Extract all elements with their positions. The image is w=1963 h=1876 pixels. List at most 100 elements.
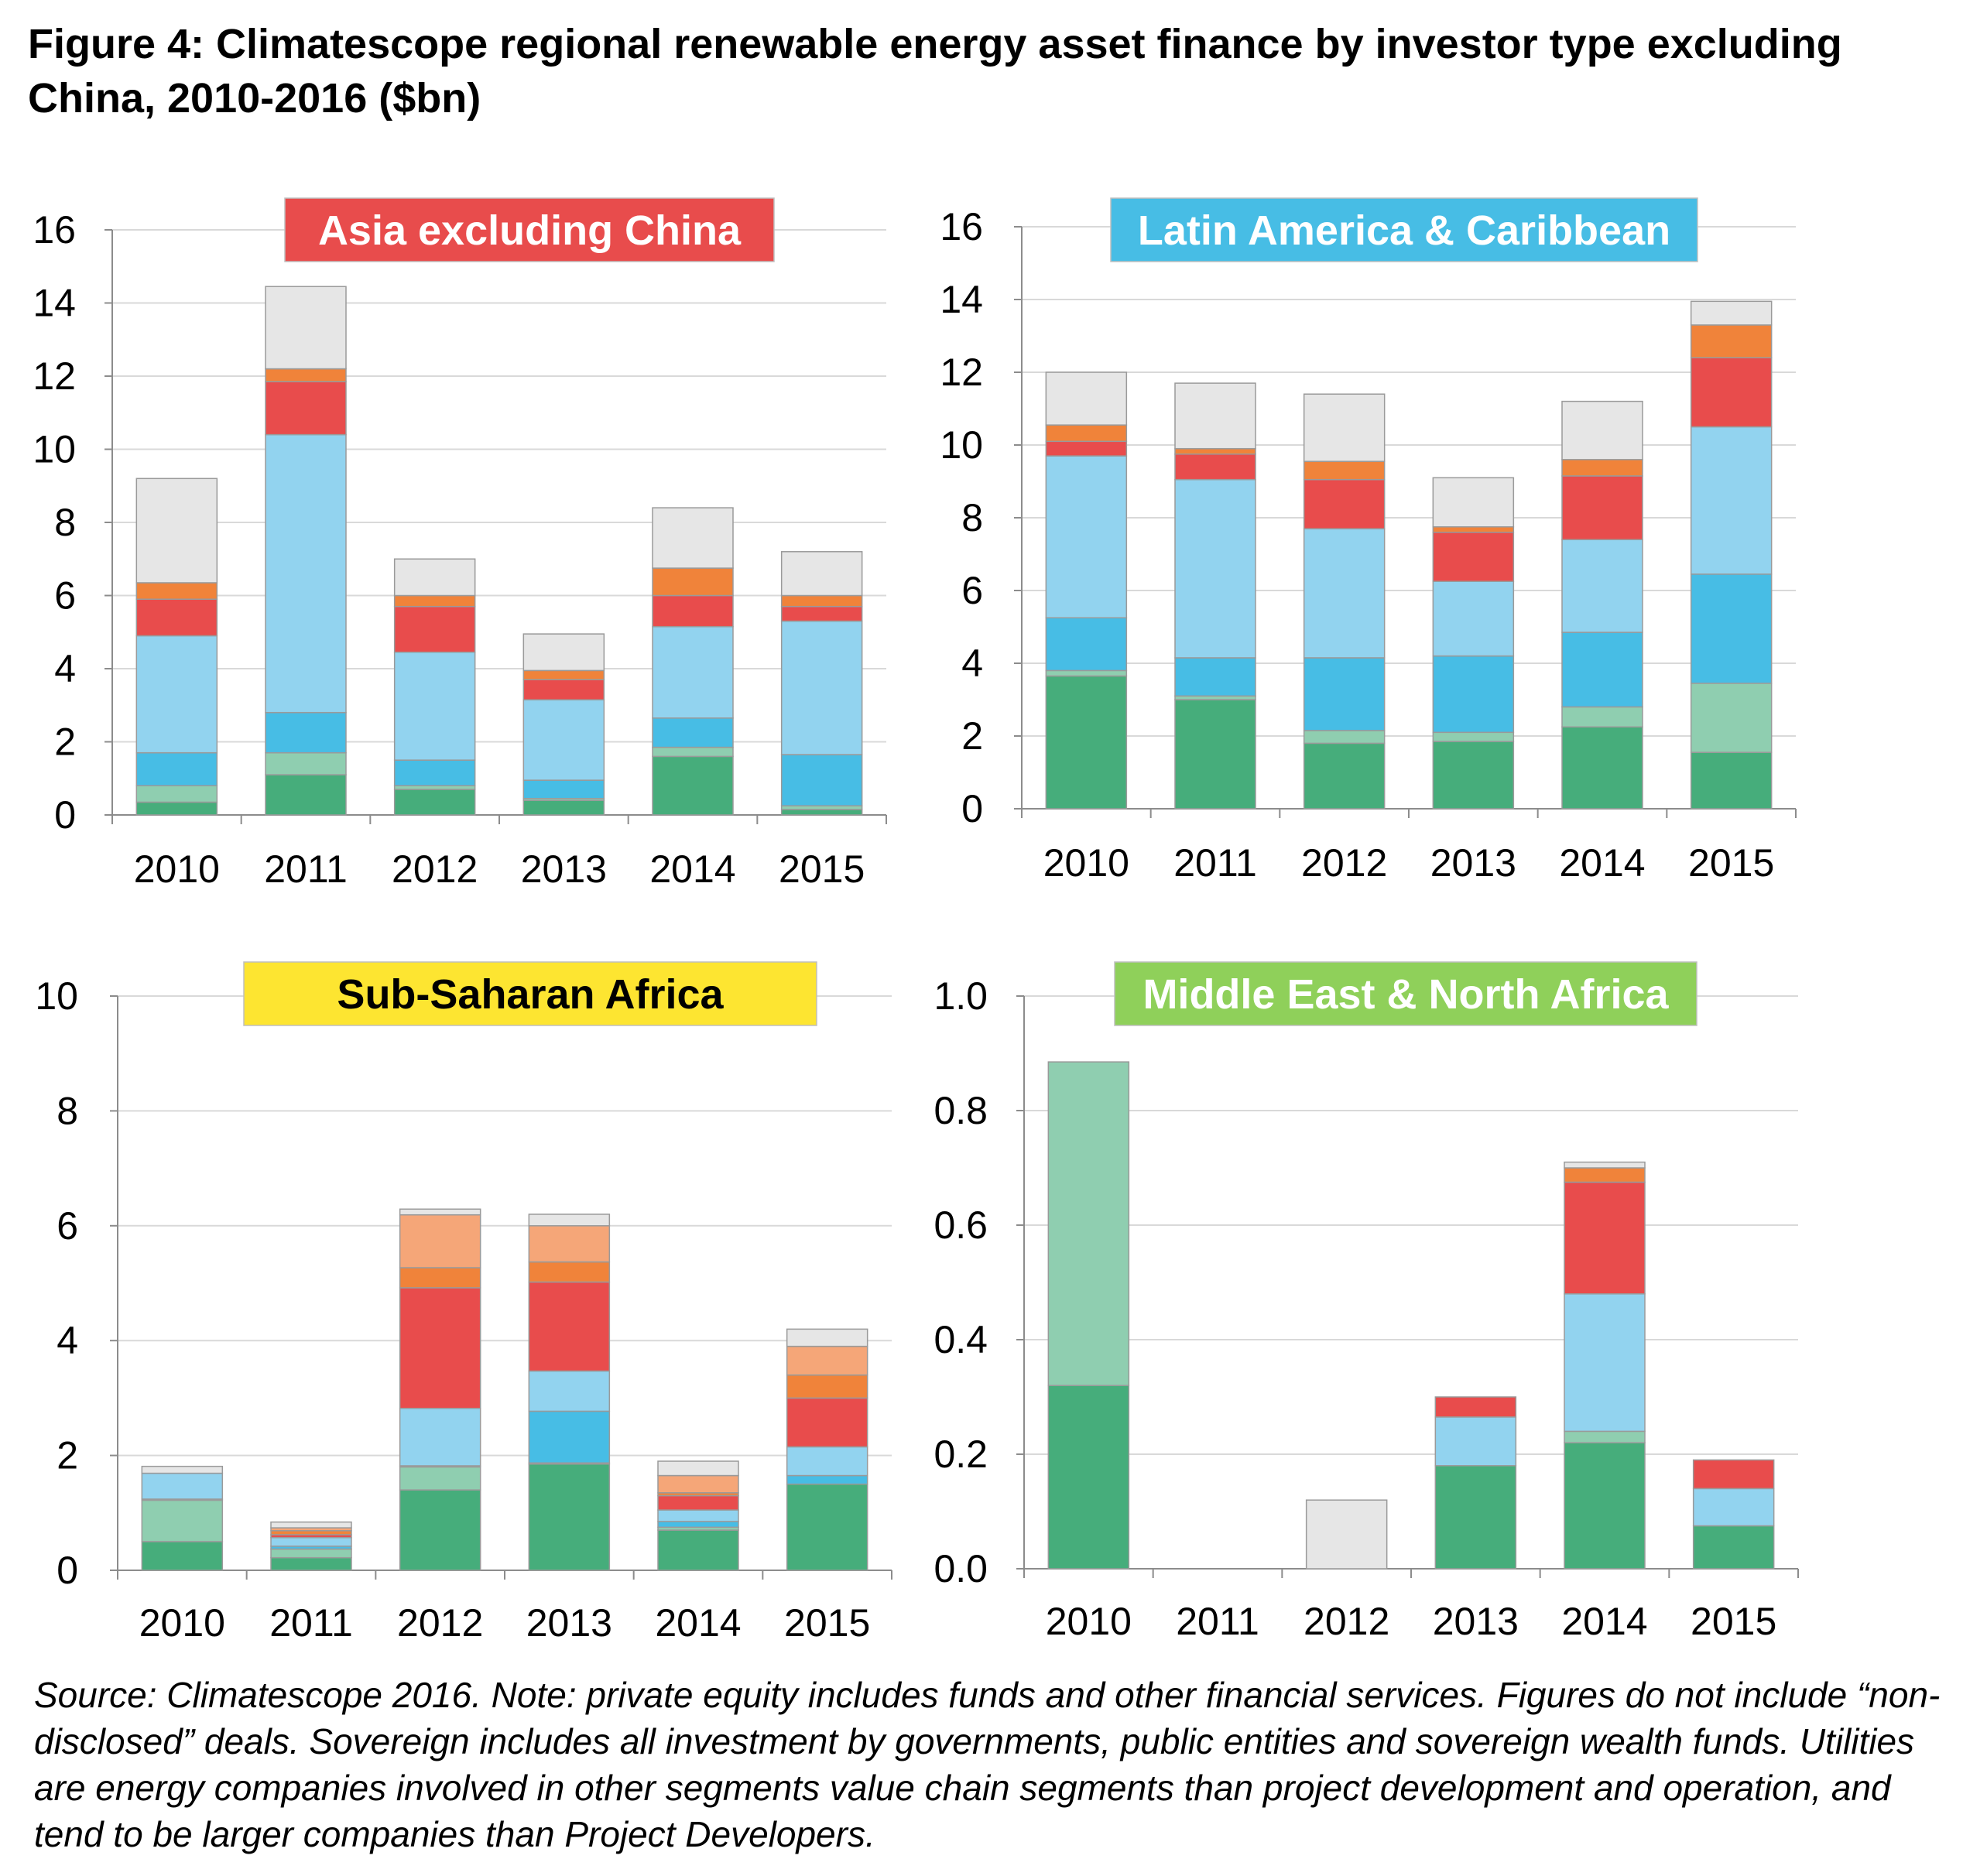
bar-segment <box>652 594 734 628</box>
bar-segment <box>528 1281 611 1372</box>
bar-segment <box>786 1397 868 1448</box>
x-tick-label: 2010 <box>1046 1600 1132 1643</box>
bar-segment <box>393 605 476 653</box>
bar-segment <box>528 1261 611 1283</box>
bar-segment <box>1045 617 1128 672</box>
bar-segment <box>780 754 863 806</box>
y-tick-label: 0.4 <box>934 1318 988 1361</box>
bar-segment <box>657 1521 739 1529</box>
bar-segment <box>1561 539 1643 633</box>
bar-segment <box>393 789 476 816</box>
bar-segment <box>786 1474 868 1485</box>
bar-segment <box>135 478 218 584</box>
bar-segment <box>786 1345 868 1376</box>
panel-title-box <box>243 961 817 1026</box>
chart-panel-2: 0 2 4 6 8 10 12 14 16 2010 2011 2012 2013 2014 2015 Lat… <box>940 197 1797 885</box>
bar-segment <box>657 1494 739 1511</box>
bar-segment <box>1692 1525 1775 1570</box>
bar-segment <box>1303 393 1386 462</box>
bar-segment <box>1690 324 1773 358</box>
bar-segment <box>135 751 218 786</box>
bar-segment <box>528 1370 611 1412</box>
bar-segment <box>1561 475 1643 540</box>
y-tick-label: 4 <box>57 1319 78 1362</box>
y-tick-label: 12 <box>940 351 983 394</box>
figure-title: Figure 4: Climatescope regional renewabl… <box>28 21 1842 122</box>
bar-segment <box>399 1287 481 1409</box>
bar-segment <box>780 620 863 755</box>
y-tick-label: 0.6 <box>934 1203 988 1247</box>
bar-segment <box>399 1466 481 1491</box>
y-tick-label: 10 <box>940 423 983 467</box>
bar-segment <box>528 1225 611 1263</box>
bar-segment <box>1303 742 1386 810</box>
chart-panel-4: 0.0 0.2 0.4 0.6 0.8 1.0 2010 2011 2012 2013 2014 20… <box>934 961 1799 1643</box>
bar-segment <box>528 1410 611 1463</box>
bar-segment <box>265 711 347 754</box>
bar-segment <box>1561 706 1643 728</box>
y-tick-label: 6 <box>54 574 76 618</box>
bar-segment <box>1174 699 1256 810</box>
bar-segment <box>1564 1430 1646 1443</box>
panel-title-box <box>1110 197 1698 262</box>
bar-segment <box>1692 1459 1775 1490</box>
bar-segment <box>135 598 218 637</box>
bar-segment <box>393 594 476 608</box>
x-tick-label: 2013 <box>1430 841 1516 885</box>
bar-segment <box>1564 1167 1646 1183</box>
bar-segment <box>1303 478 1386 529</box>
bar-segment <box>780 605 863 622</box>
bar-segment <box>1690 573 1773 684</box>
bar-segment <box>1692 1487 1775 1527</box>
bar-segment <box>135 635 218 754</box>
bar-segment <box>141 1472 224 1500</box>
y-tick-label: 8 <box>961 496 983 539</box>
x-tick-label: 2011 <box>1173 841 1257 885</box>
bar-segment <box>786 1328 868 1347</box>
bar-segment <box>1432 532 1515 582</box>
bar-segment <box>522 679 605 700</box>
x-tick-label: 2011 <box>264 847 348 891</box>
y-tick-label: 12 <box>33 354 76 398</box>
bar-segment <box>786 1374 868 1399</box>
bar-segment <box>652 567 734 597</box>
x-tick-label: 2010 <box>134 847 220 891</box>
bar-segment <box>265 381 347 436</box>
bar-segment <box>270 1536 352 1547</box>
bar-segment <box>1305 1499 1388 1570</box>
y-tick-label: 2 <box>961 714 983 758</box>
x-tick-label: 2014 <box>649 847 735 891</box>
chart-panel-1: 0 2 4 6 8 10 12 14 16 2010 2011 2012 2013 2014 2015 Asi… <box>33 197 887 891</box>
bar-segment <box>393 651 476 761</box>
bar-segment <box>1045 440 1128 457</box>
bar-segment <box>1045 669 1128 677</box>
y-tick-label: 14 <box>33 282 76 325</box>
bar-segment <box>1432 477 1515 528</box>
bar-segment <box>265 368 347 382</box>
source-note: Source: Climatescope 2016. Note: private… <box>34 1675 1941 1854</box>
bar-segment <box>141 1541 224 1571</box>
panel-title: Sub-Saharan Africa <box>337 971 724 1018</box>
y-tick-label: 2 <box>57 1434 78 1477</box>
x-tick-label: 2014 <box>655 1601 741 1645</box>
bar-segment <box>399 1267 481 1289</box>
bar-segment <box>1303 528 1386 659</box>
bar-segment <box>135 801 218 816</box>
bar-segment <box>265 286 347 370</box>
bar-segment <box>657 1529 739 1571</box>
bar-segment <box>522 779 605 799</box>
y-tick-label: 16 <box>33 208 76 252</box>
x-tick-label: 2013 <box>1433 1600 1519 1643</box>
bar-segment <box>1045 371 1128 426</box>
bar-segment <box>1174 657 1256 697</box>
y-tick-label: 0.8 <box>934 1089 988 1132</box>
panel-title-box <box>284 197 775 262</box>
bar-segment <box>399 1214 481 1268</box>
bar-segment <box>1561 459 1643 477</box>
bar-segment <box>393 759 476 786</box>
bar-segment <box>1434 1396 1517 1418</box>
bar-segment <box>780 551 863 597</box>
bar-segment <box>657 1509 739 1522</box>
chart-panel-3: 0 2 4 6 8 10 2010 2011 2012 2013 2014 2015 Sub-Sahar… <box>35 961 892 1645</box>
x-tick-label: 2012 <box>1301 841 1387 885</box>
